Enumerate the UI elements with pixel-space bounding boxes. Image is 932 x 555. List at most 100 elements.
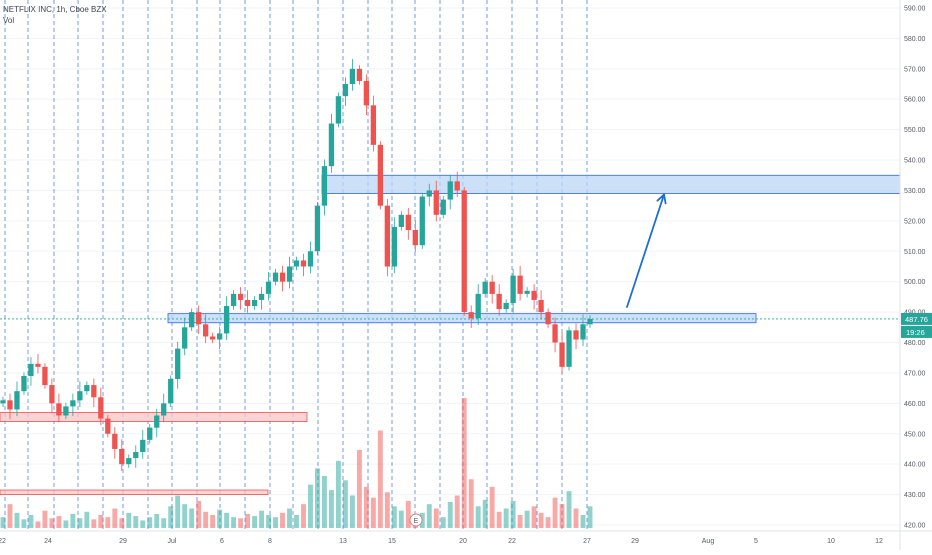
candle xyxy=(405,214,411,231)
volume-bar xyxy=(140,520,146,528)
candle xyxy=(286,266,293,282)
candle xyxy=(244,299,251,307)
blue-zone-rectangle[interactable] xyxy=(321,174,901,194)
candle xyxy=(154,415,160,428)
y-tick-label: 520.00 xyxy=(904,218,926,225)
candle xyxy=(237,293,244,300)
volume-bar xyxy=(573,508,579,528)
candle xyxy=(377,144,384,206)
y-tick-label: 580.00 xyxy=(904,36,926,43)
volume-bar xyxy=(482,499,488,528)
candle xyxy=(7,400,13,410)
candle xyxy=(300,260,307,267)
x-tick-label: Jul xyxy=(168,538,177,545)
candle xyxy=(328,123,335,167)
candle xyxy=(182,327,188,349)
x-tick-label: 5 xyxy=(754,538,758,545)
x-tick-label: 22 xyxy=(0,538,6,545)
candle xyxy=(531,290,537,300)
candle xyxy=(272,272,279,282)
red-zone-rectangle[interactable] xyxy=(0,489,269,495)
candle xyxy=(580,324,586,340)
candle xyxy=(140,439,146,453)
volume-bar xyxy=(566,491,572,528)
volume-bar xyxy=(203,511,209,528)
candle xyxy=(447,181,453,200)
volume-bar xyxy=(266,515,271,528)
volume-bar xyxy=(489,486,495,528)
y-tick-label: 560.00 xyxy=(904,97,926,104)
candle xyxy=(370,105,377,145)
candle xyxy=(223,306,230,334)
volume-bar xyxy=(454,495,460,528)
volume-bar xyxy=(587,506,593,528)
candle xyxy=(433,190,439,215)
candle xyxy=(230,293,237,307)
earnings-circle[interactable] xyxy=(409,513,423,527)
x-tick-label: 22 xyxy=(508,538,516,545)
volume-bar xyxy=(398,510,404,528)
volume-bar xyxy=(538,512,544,528)
volume-bar xyxy=(301,504,306,528)
volume-bar xyxy=(377,430,383,528)
candle xyxy=(524,290,530,294)
volume-bar xyxy=(280,512,285,528)
candle xyxy=(161,403,167,416)
x-tick-label: 13 xyxy=(339,538,347,545)
volume-bar xyxy=(496,511,502,528)
candle xyxy=(70,400,76,407)
trend-arrow-head[interactable] xyxy=(656,193,667,205)
volume-bar xyxy=(335,460,341,528)
volume-bar xyxy=(217,509,223,528)
volume-bar xyxy=(580,515,586,528)
volume-bar xyxy=(294,515,299,528)
candle xyxy=(147,427,153,440)
x-tick-label: 8 xyxy=(268,538,272,545)
candle xyxy=(335,96,342,124)
trend-arrow-shaft[interactable] xyxy=(626,193,665,308)
volume-bar xyxy=(447,502,453,528)
volume-bar xyxy=(28,515,34,528)
volume-bar xyxy=(224,512,230,528)
volume-bar xyxy=(517,515,523,528)
y-tick-label: 420.00 xyxy=(904,523,926,530)
volume-bar xyxy=(189,508,195,528)
candle xyxy=(538,299,544,313)
volume-bar xyxy=(84,511,90,528)
candle xyxy=(133,452,139,459)
candle xyxy=(56,403,62,416)
y-tick-label: 570.00 xyxy=(904,66,926,73)
volume-bar xyxy=(49,518,55,528)
candle xyxy=(363,80,370,106)
y-tick-label: 480.00 xyxy=(904,340,926,347)
candle xyxy=(475,293,481,319)
volume-bar xyxy=(35,521,41,528)
blue-zone-rectangle[interactable] xyxy=(167,313,757,324)
candle xyxy=(21,375,27,392)
candle xyxy=(398,214,404,227)
volume-bar xyxy=(475,506,481,528)
volume-bar xyxy=(210,515,216,528)
x-tick-label: 29 xyxy=(119,538,127,545)
candle xyxy=(356,68,363,81)
red-zone-rectangle[interactable] xyxy=(0,412,308,423)
volume-bar xyxy=(363,486,369,528)
volume-bar xyxy=(98,515,104,528)
volume-bar xyxy=(287,508,292,528)
volume-bar xyxy=(433,508,439,528)
candle xyxy=(510,275,516,303)
y-tick-label: 470.00 xyxy=(904,370,926,377)
candle xyxy=(202,324,209,337)
earnings-marker[interactable]: E xyxy=(409,513,423,527)
candle xyxy=(426,190,432,197)
volume-bar xyxy=(7,504,13,528)
volume-bar xyxy=(273,517,278,528)
x-tick-label: 20 xyxy=(459,538,467,545)
y-tick-label: 590.00 xyxy=(904,6,926,13)
volume-bar xyxy=(468,479,474,528)
symbol-title: NETFLIX INC, 1h, Cboe BZX xyxy=(3,5,107,14)
volume-bar xyxy=(175,495,181,528)
volume-bar xyxy=(77,518,83,528)
